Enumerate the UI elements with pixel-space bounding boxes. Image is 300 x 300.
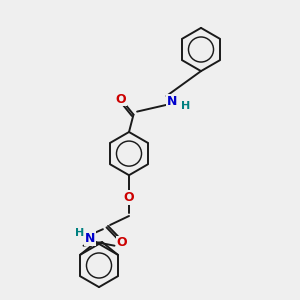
Text: N: N	[85, 232, 95, 245]
Text: N: N	[167, 95, 177, 108]
Text: O: O	[124, 191, 134, 204]
Text: H: H	[182, 101, 190, 111]
Text: O: O	[116, 236, 127, 250]
Text: H: H	[75, 228, 84, 238]
Text: O: O	[116, 92, 126, 106]
